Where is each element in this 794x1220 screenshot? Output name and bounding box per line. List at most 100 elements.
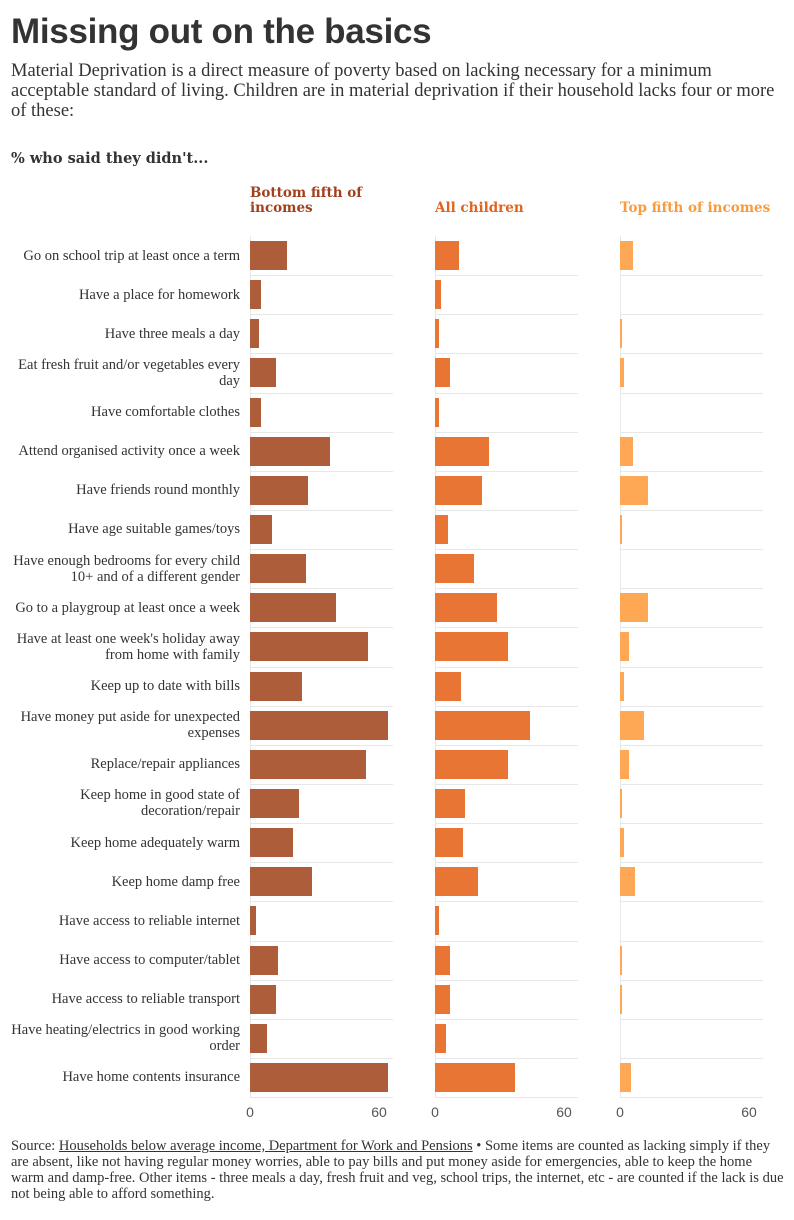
x-tick-label: 0 xyxy=(431,1104,439,1120)
gridline xyxy=(250,783,393,785)
chart-subtitle: Material Deprivation is a direct measure… xyxy=(11,61,775,121)
gridline xyxy=(435,979,578,981)
gridline xyxy=(250,705,393,707)
bar xyxy=(250,1023,268,1053)
gridline xyxy=(250,823,393,825)
bar xyxy=(620,358,625,388)
gridline xyxy=(435,588,578,590)
bar xyxy=(620,632,629,662)
gridline xyxy=(250,392,393,394)
gridline xyxy=(435,705,578,707)
gridline xyxy=(250,744,393,746)
bar xyxy=(620,241,633,270)
bar xyxy=(250,749,367,779)
gridline xyxy=(250,1097,393,1099)
bar xyxy=(435,554,474,584)
source-text: • Some items are counted as lacking simp… xyxy=(11,1138,784,1202)
row-label: Have age suitable games/toys xyxy=(68,521,240,538)
bar xyxy=(620,514,623,544)
gridline xyxy=(620,627,763,629)
panel-header-0: Bottom fifth of incomes xyxy=(250,185,363,216)
gridline xyxy=(620,705,763,707)
bar xyxy=(620,593,648,623)
gridline xyxy=(435,1057,578,1059)
gridline xyxy=(435,901,578,903)
gridline xyxy=(620,353,763,355)
bar xyxy=(620,319,623,349)
bar xyxy=(435,710,530,740)
bar xyxy=(435,867,478,897)
bar xyxy=(435,593,498,623)
bar xyxy=(620,671,625,701)
bar xyxy=(620,475,648,505)
gridline xyxy=(435,744,578,746)
bar xyxy=(250,945,278,975)
row-label: Have at least one week's holiday away fr… xyxy=(16,630,240,663)
chart-title: Missing out on the basics xyxy=(11,12,432,51)
bar xyxy=(435,475,483,505)
x-tick-label: 0 xyxy=(616,1104,624,1120)
row-label: Keep home in good state of decoration/re… xyxy=(80,787,240,820)
bar xyxy=(435,280,442,310)
row-label: Have access to reliable internet xyxy=(58,912,240,929)
gridline xyxy=(435,783,578,785)
gridline xyxy=(620,431,763,433)
bar xyxy=(435,828,463,858)
bar xyxy=(435,945,451,975)
row-label: Keep up to date with bills xyxy=(90,678,240,695)
source-link[interactable]: Households below average income, Departm… xyxy=(58,1138,473,1154)
bar xyxy=(250,593,336,623)
bar xyxy=(250,788,300,818)
bar xyxy=(250,1062,388,1092)
gridline xyxy=(435,862,578,864)
gridline xyxy=(620,509,763,511)
gridline xyxy=(435,823,578,825)
gridline xyxy=(250,627,393,629)
x-tick-label: 60 xyxy=(741,1104,757,1120)
bar xyxy=(435,436,489,466)
gridline xyxy=(620,666,763,668)
gridline xyxy=(620,1097,763,1099)
gridline xyxy=(620,314,763,316)
row-label: Have comfortable clothes xyxy=(91,404,240,421)
gridline xyxy=(620,940,763,942)
question-label: % who said they didn't... xyxy=(11,150,209,167)
gridline xyxy=(250,666,393,668)
gridline xyxy=(620,588,763,590)
bar xyxy=(435,632,509,662)
source-prefix: Source: xyxy=(11,1138,59,1154)
bar xyxy=(620,436,633,466)
bar xyxy=(250,710,388,740)
bar xyxy=(435,984,451,1014)
row-label: Attend organised activity once a week xyxy=(18,443,240,460)
gridline xyxy=(435,314,578,316)
bar xyxy=(250,358,276,388)
row-label: Go to a playgroup at least once a week xyxy=(15,599,240,616)
bar xyxy=(620,867,636,897)
row-label: Have a place for homework xyxy=(78,286,240,303)
bar xyxy=(250,475,309,505)
panel-header-1: All children xyxy=(435,200,524,216)
gridline xyxy=(250,549,393,551)
gridline xyxy=(620,275,763,277)
gridline xyxy=(435,509,578,511)
row-label: Have access to reliable transport xyxy=(51,991,240,1008)
x-tick-label: 60 xyxy=(556,1104,572,1120)
gridline xyxy=(435,940,578,942)
gridline xyxy=(250,1018,393,1020)
gridline xyxy=(250,940,393,942)
x-tick-label: 0 xyxy=(246,1104,254,1120)
bar xyxy=(435,514,448,544)
bar xyxy=(620,749,629,779)
gridline xyxy=(620,744,763,746)
bar xyxy=(250,554,306,584)
bar xyxy=(620,945,623,975)
gridline xyxy=(435,627,578,629)
gridline xyxy=(250,275,393,277)
bar xyxy=(620,828,625,858)
bar xyxy=(250,514,272,544)
bar xyxy=(435,671,461,701)
row-label: Keep home adequately warm xyxy=(70,834,241,851)
bar xyxy=(435,788,466,818)
gridline xyxy=(250,431,393,433)
